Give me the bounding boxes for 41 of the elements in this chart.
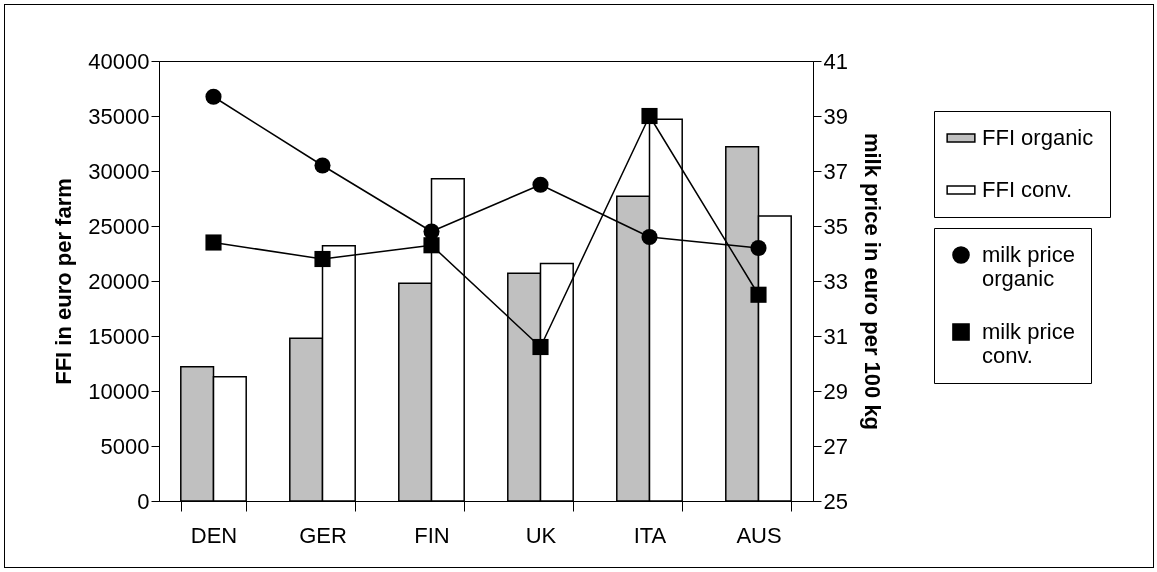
y2-tick-label: 35: [823, 213, 848, 239]
y2-tick-label: 29: [823, 378, 848, 404]
y-tick-label: 5000: [100, 433, 150, 459]
y-tick-label: 40000: [88, 48, 150, 74]
y-tick-label: 10000: [88, 378, 150, 404]
y-tick-label: 35000: [88, 103, 150, 129]
x-tick-label: FIN: [414, 522, 450, 548]
y2-tick-label: 27: [823, 433, 848, 459]
y2-tick-label: 33: [823, 268, 848, 294]
y-axis-title: FFI in euro per farm: [51, 178, 77, 385]
x-tick-label: ITA: [633, 522, 667, 548]
x-tick-label: UK: [525, 522, 557, 548]
y2-tick-label: 39: [823, 103, 848, 129]
point: [314, 157, 331, 174]
point: [641, 107, 658, 125]
y-tick-label: 30000: [88, 158, 150, 184]
x-tick-label: GER: [299, 522, 347, 548]
x-tick-label: AUS: [736, 522, 782, 548]
y-tick-label: 15000: [88, 323, 150, 349]
y2-tick-label: 41: [823, 48, 848, 74]
legend-label: milk price organic: [982, 242, 1075, 291]
point: [532, 176, 549, 193]
y-tick-label: 0: [137, 488, 150, 514]
y-tick-label: 25000: [88, 213, 150, 239]
y-tick-label: 20000: [88, 268, 150, 294]
point: [205, 88, 222, 105]
y2-tick-label: 25: [823, 488, 848, 514]
legend-label: FFI conv.: [982, 177, 1073, 202]
legend-label: milk price conv.: [982, 319, 1075, 368]
point: [423, 237, 440, 254]
legend-label: FFI organic: [982, 125, 1094, 150]
y2-tick-label: 37: [823, 158, 848, 184]
point: [314, 250, 331, 268]
point: [750, 286, 767, 303]
point: [532, 338, 549, 356]
y2-axis-title: milk price in euro per 100 kg: [859, 132, 885, 431]
point: [750, 239, 767, 257]
y2-tick-label: 31: [823, 323, 848, 349]
x-tick-label: DEN: [190, 522, 238, 548]
point: [205, 234, 222, 251]
point: [641, 228, 658, 246]
